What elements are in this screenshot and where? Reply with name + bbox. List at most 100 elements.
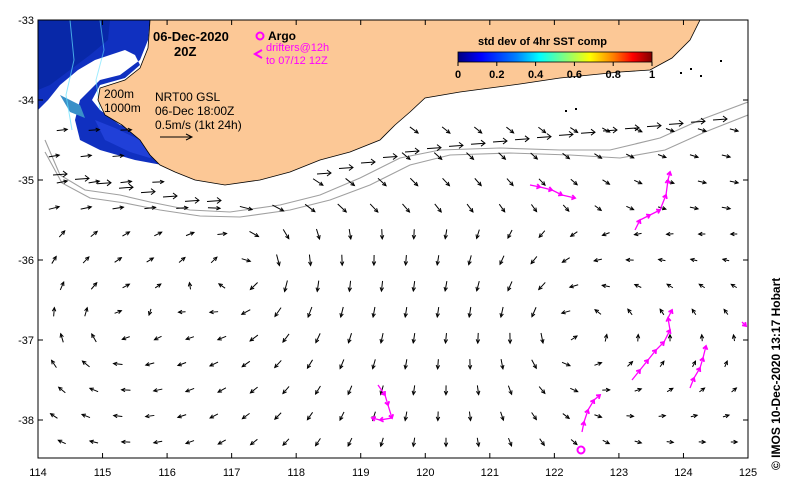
current-arrow xyxy=(379,280,384,293)
current-arrow xyxy=(539,438,545,447)
current-arrow xyxy=(207,205,222,211)
current-arrow xyxy=(315,228,321,241)
current-arrow xyxy=(499,306,504,319)
current-arrow xyxy=(339,411,345,422)
current-arrow xyxy=(411,280,416,293)
x-tick-label: 122 xyxy=(545,467,563,479)
current-arrow xyxy=(379,333,384,344)
current-arrow xyxy=(467,255,472,266)
current-arrow xyxy=(492,137,508,145)
current-arrow xyxy=(403,306,408,319)
current-arrow xyxy=(690,117,706,125)
y-tick-label: -34 xyxy=(18,95,34,107)
current-arrow xyxy=(467,359,473,371)
current-arrow xyxy=(475,281,480,292)
current-arrow xyxy=(409,177,419,187)
current-arrow xyxy=(241,412,250,420)
coastal-islands xyxy=(565,60,722,112)
current-arrow xyxy=(443,385,449,396)
current-arrow xyxy=(90,230,99,238)
current-arrow xyxy=(665,231,674,237)
drifter-track xyxy=(689,344,709,389)
current-arrow xyxy=(467,411,473,422)
current-arrow xyxy=(657,206,668,211)
current-arrow xyxy=(697,128,708,133)
current-arrow xyxy=(249,282,258,291)
current-arrow xyxy=(306,412,314,421)
current-arrow xyxy=(240,309,251,315)
current-arrow xyxy=(80,205,93,210)
current-arrow xyxy=(475,332,481,345)
current-arrow xyxy=(443,229,448,240)
current-arrow xyxy=(185,336,195,341)
current-arrow xyxy=(712,115,728,123)
current-arrow xyxy=(426,144,442,151)
current-arrow xyxy=(184,197,200,204)
y-axis: -33 -34 -35 -36 -37 -38 xyxy=(18,15,748,427)
current-arrow xyxy=(239,205,254,211)
current-arrow xyxy=(531,359,537,370)
current-arrow xyxy=(379,229,385,241)
current-arrow xyxy=(475,437,481,448)
current-arrow xyxy=(272,204,285,212)
current-arrow xyxy=(48,205,61,210)
current-arrow xyxy=(249,386,258,394)
current-arrow xyxy=(144,413,155,419)
current-arrow xyxy=(57,386,66,394)
current-arrow xyxy=(594,414,603,419)
current-arrow xyxy=(51,255,57,264)
current-arrow xyxy=(184,387,195,393)
x-tick-label: 119 xyxy=(352,467,370,479)
current-arrow xyxy=(282,438,290,447)
current-arrow xyxy=(216,335,227,341)
current-arrow xyxy=(473,126,483,134)
current-arrow xyxy=(668,120,684,127)
current-arrow xyxy=(347,437,353,447)
current-arrow xyxy=(625,257,634,263)
current-arrow xyxy=(442,177,451,187)
current-arrow xyxy=(49,413,58,419)
colorbar-tick-label: 1 xyxy=(649,69,655,81)
current-arrow xyxy=(120,387,131,393)
current-arrow xyxy=(601,283,610,289)
current-arrow xyxy=(691,360,697,368)
current-arrow xyxy=(730,439,739,445)
current-arrow xyxy=(506,178,514,187)
current-arrow xyxy=(634,387,643,393)
current-arrow xyxy=(409,126,420,134)
current-arrow xyxy=(657,154,668,159)
current-arrow xyxy=(594,205,603,212)
current-arrow xyxy=(659,308,665,316)
current-arrow xyxy=(434,203,442,213)
x-tick-label: 117 xyxy=(223,467,241,479)
colorbar: std dev of 4hr SST comp 0 0.2 0.4 0.6 0.8 1 xyxy=(455,36,655,81)
current-arrow xyxy=(594,361,603,366)
current-arrow xyxy=(316,169,332,177)
current-arrow xyxy=(721,205,732,211)
current-arrow xyxy=(507,229,513,240)
current-arrow xyxy=(561,257,570,263)
current-arrow xyxy=(82,256,90,264)
current-arrow xyxy=(314,438,321,447)
current-arrow xyxy=(658,413,667,419)
current-arrow xyxy=(562,204,570,212)
current-arrow xyxy=(435,411,441,422)
current-arrow xyxy=(500,411,505,422)
argo-float-icon xyxy=(255,31,265,41)
current-arrow xyxy=(121,336,130,341)
current-arrow xyxy=(241,258,252,263)
current-arrow xyxy=(56,179,69,184)
current-arrow xyxy=(626,153,635,159)
current-arrow xyxy=(689,154,700,159)
current-arrow xyxy=(466,203,474,213)
current-arrow xyxy=(530,204,538,213)
current-arrow xyxy=(530,256,538,265)
current-arrow xyxy=(530,152,539,160)
current-arrow xyxy=(538,386,546,395)
current-arrow xyxy=(315,333,321,344)
current-arrow xyxy=(403,255,409,267)
current-arrow xyxy=(570,335,578,341)
current-arrow xyxy=(276,254,281,267)
current-arrow xyxy=(187,281,193,290)
current-arrow xyxy=(178,256,186,263)
